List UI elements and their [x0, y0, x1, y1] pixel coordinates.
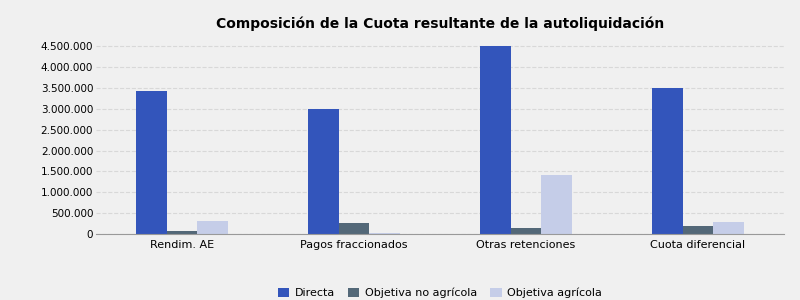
Legend: Directa, Objetiva no agrícola, Objetiva agrícola: Directa, Objetiva no agrícola, Objetiva …: [274, 283, 606, 300]
Title: Composición de la Cuota resultante de la autoliquidación: Composición de la Cuota resultante de la…: [216, 16, 664, 31]
Bar: [135, 92, 166, 234]
Bar: [166, 231, 198, 234]
Bar: [307, 109, 338, 234]
Bar: [714, 222, 745, 234]
Bar: [651, 88, 682, 234]
Bar: [198, 221, 229, 234]
Bar: [338, 223, 370, 234]
Bar: [370, 233, 401, 234]
Bar: [542, 175, 573, 234]
Bar: [479, 46, 510, 234]
Bar: [510, 228, 542, 234]
Bar: [682, 226, 714, 234]
